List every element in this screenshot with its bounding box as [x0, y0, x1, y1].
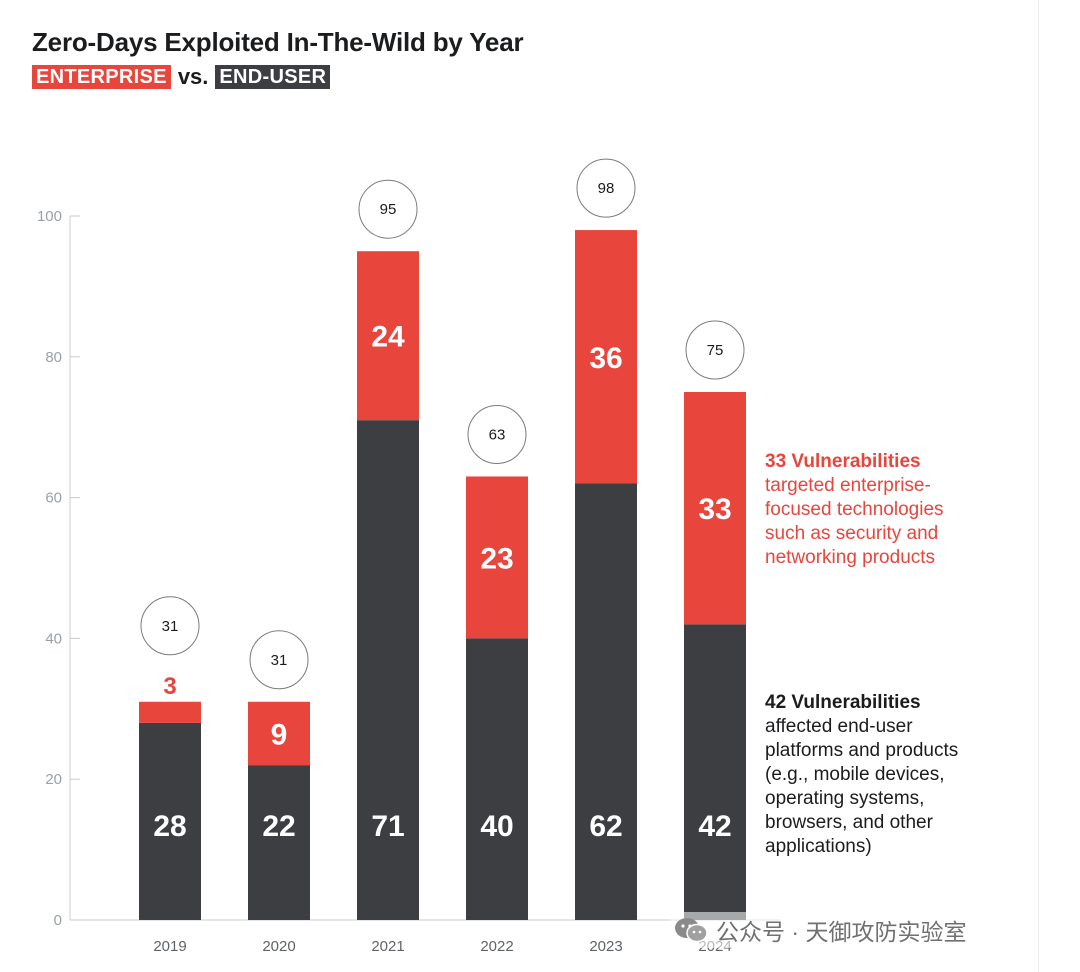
enterprise-annotation-heading: 33 Vulnerabilities: [765, 451, 921, 472]
chart-title: Zero-Days Exploited In-The-Wild by Year: [32, 27, 524, 57]
total-value-label: 75: [707, 342, 724, 359]
end-user-value-label: 42: [698, 810, 731, 843]
end-user-value-label: 28: [153, 810, 186, 843]
bar-end-user-segment: [139, 722, 201, 920]
end-user-value-label: 71: [371, 810, 404, 843]
bar-enterprise-segment: [466, 476, 528, 639]
end-user-value-label: 62: [589, 810, 622, 843]
watermark: 公众号 · 天御攻防实验室: [670, 912, 971, 948]
legend-enterprise-tag: ENTERPRISE: [32, 65, 171, 89]
y-tick-label: 80: [45, 349, 62, 366]
x-tick-label: 2021: [371, 938, 404, 955]
watermark-text: 公众号 · 天御攻防实验室: [716, 919, 967, 945]
chart-subtitle-legend: ENTERPRISE vs. END-USER: [32, 64, 331, 90]
x-tick-label: 2020: [262, 938, 295, 955]
y-tick-label: 0: [54, 912, 62, 929]
enterprise-value-label: 24: [371, 321, 405, 354]
end-user-annotation: 42 Vulnerabilities affected end-user pla…: [765, 691, 1025, 859]
total-bubble: [358, 179, 418, 239]
panel-edge-divider: [1038, 0, 1039, 972]
y-tick-label: 20: [45, 771, 62, 788]
total-value-label: 31: [271, 652, 288, 669]
y-tick-label: 40: [45, 630, 62, 647]
total-bubble: [467, 404, 527, 464]
total-bubble: [140, 596, 200, 656]
total-bubble: [685, 320, 745, 380]
end-user-annotation-text: affected end-user platforms and products…: [765, 716, 959, 857]
y-tick-label: 100: [37, 208, 62, 225]
legend-vs-label: vs.: [177, 64, 209, 89]
y-tick-label: 60: [45, 490, 62, 507]
enterprise-value-label: 23: [480, 542, 513, 575]
bar-end-user-segment: [357, 420, 419, 920]
total-value-label: 31: [162, 618, 179, 635]
end-user-annotation-heading: 42 Vulnerabilities: [765, 692, 921, 713]
bar-end-user-segment: [466, 638, 528, 920]
bar-enterprise-segment: [684, 392, 746, 625]
wechat-icon: [675, 918, 708, 943]
bar-end-user-segment: [575, 483, 637, 920]
enterprise-value-label: 36: [589, 342, 622, 375]
bar-enterprise-segment: [575, 230, 637, 484]
bar-enterprise-segment: [357, 251, 419, 421]
end-user-value-label: 40: [480, 810, 513, 843]
legend-end-user-tag: END-USER: [215, 65, 331, 89]
enterprise-value-label: 9: [271, 718, 288, 751]
bar-enterprise-segment: [139, 701, 201, 723]
enterprise-annotation: 33 Vulnerabilities targeted enterprise- …: [765, 450, 1025, 570]
bar-enterprise-segment: [248, 701, 310, 766]
x-tick-label: 2019: [153, 938, 186, 955]
bar-end-user-segment: [684, 624, 746, 920]
enterprise-value-label: 33: [698, 493, 731, 526]
total-value-label: 95: [380, 201, 397, 218]
end-user-value-label: 22: [262, 810, 295, 843]
total-bubble: [249, 630, 309, 690]
total-value-label: 98: [598, 180, 615, 197]
bar-end-user-segment: [248, 765, 310, 920]
x-tick-label: 2022: [480, 938, 513, 955]
enterprise-annotation-text: targeted enterprise- focused technologie…: [765, 475, 944, 568]
enterprise-value-label: 3: [163, 673, 176, 700]
total-value-label: 63: [489, 426, 506, 443]
total-bubble: [576, 158, 636, 218]
x-tick-label: 2023: [589, 938, 622, 955]
